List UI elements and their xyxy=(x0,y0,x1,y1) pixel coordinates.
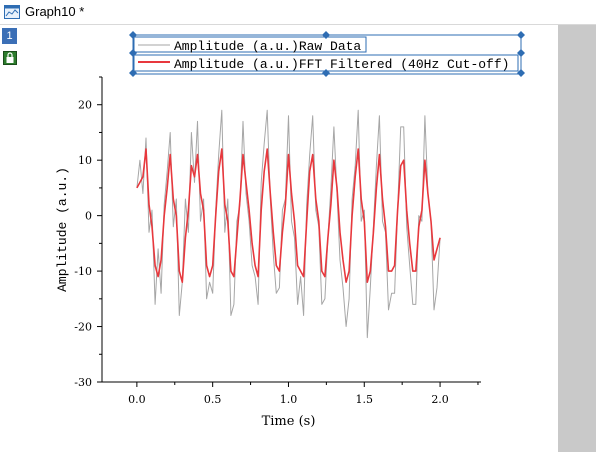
layer-tab[interactable]: 1 xyxy=(2,28,17,44)
y-axis-label: Amplitude (a.u.) xyxy=(55,167,70,292)
legend-label-filtered: Amplitude (a.u.)FFT Filtered (40Hz Cut-o… xyxy=(174,57,509,72)
legend-background xyxy=(134,36,520,72)
resize-handle-middle-right[interactable] xyxy=(517,49,525,57)
window-title: Graph10 * xyxy=(25,4,85,19)
resize-handle-top-right[interactable] xyxy=(517,31,525,39)
y-tick-label: 0 xyxy=(85,210,92,223)
y-tick-label: -20 xyxy=(74,321,92,334)
legend-entry-frame-raw xyxy=(133,36,367,53)
x-tick-label: 2.0 xyxy=(431,393,449,406)
series-group xyxy=(136,109,441,339)
y-tick-label: -30 xyxy=(74,376,92,389)
resize-handle-bottom-left[interactable] xyxy=(129,69,137,77)
vertical-scrollbar[interactable] xyxy=(558,25,596,452)
lock-icon[interactable] xyxy=(3,51,17,65)
resize-handle-bottom-right[interactable] xyxy=(517,69,525,77)
x-axis-label: Time (s) xyxy=(262,414,316,429)
window-titlebar: Graph10 * xyxy=(0,0,596,25)
x-tick-label: 0.5 xyxy=(204,393,222,406)
legend[interactable]: Amplitude (a.u.)Raw Data Amplitude (a.u.… xyxy=(129,31,525,77)
x-tick-label: 0.0 xyxy=(128,393,146,406)
legend-handles[interactable] xyxy=(129,31,525,77)
x-tick-label: 1.0 xyxy=(280,393,298,406)
axes: -30 -20 -10 0 10 20 0.0 0.5 1.0 1.5 2.0 Time (s) Amp… xyxy=(55,76,481,429)
legend-label-raw: Amplitude (a.u.)Raw Data xyxy=(174,39,361,54)
graph-window-icon xyxy=(4,5,20,19)
series-line-filtered xyxy=(136,148,441,284)
x-tick-label: 1.5 xyxy=(356,393,374,406)
series-line-raw xyxy=(136,109,441,339)
y-tick-label: -10 xyxy=(74,265,92,278)
resize-handle-top-center[interactable] xyxy=(322,31,330,39)
resize-handle-bottom-center[interactable] xyxy=(322,69,330,77)
resize-handle-middle-left[interactable] xyxy=(129,49,137,57)
y-tick-label: 20 xyxy=(78,99,92,112)
chart-area: -30 -20 -10 0 10 20 0.0 0.5 1.0 1.5 2.0 Time (s) Amp… xyxy=(55,31,525,429)
graph-workspace[interactable] xyxy=(0,25,558,452)
y-tick-label: 10 xyxy=(78,154,92,167)
resize-handle-top-left[interactable] xyxy=(129,31,137,39)
